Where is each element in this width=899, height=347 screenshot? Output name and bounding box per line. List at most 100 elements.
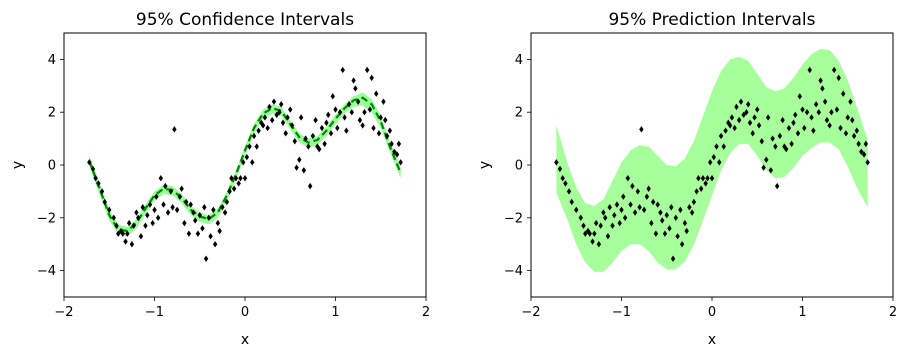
data-point (138, 233, 144, 240)
x-axis-title: x (708, 332, 716, 347)
data-point (145, 211, 150, 219)
data-point (262, 114, 268, 121)
data-point (297, 156, 302, 163)
data-point (233, 175, 239, 182)
data-point (335, 124, 340, 132)
data-point (856, 140, 861, 148)
data-point (398, 159, 403, 166)
data-point (734, 103, 739, 111)
data-point (165, 209, 171, 216)
data-point (383, 116, 388, 124)
y-tick-label: 4 (48, 53, 56, 68)
data-point (679, 241, 685, 248)
data-point (340, 66, 345, 74)
panel-title: 95% Prediction Intervals (608, 10, 815, 30)
data-point (236, 180, 241, 187)
data-point (355, 98, 361, 105)
data-point (301, 167, 307, 174)
data-point (265, 124, 270, 132)
y-tick-label: 0 (48, 159, 56, 174)
data-point (770, 135, 775, 142)
data-point (612, 211, 617, 219)
data-point (154, 193, 159, 200)
x-tick-label: 2 (889, 305, 897, 320)
data-point (310, 132, 316, 140)
data-point (816, 109, 821, 116)
data-point (741, 111, 746, 119)
x-tick-label: 1 (331, 305, 339, 320)
data-point (319, 124, 325, 132)
data-point (307, 182, 313, 190)
data-point (649, 219, 654, 227)
data-point (114, 222, 119, 229)
data-point (292, 138, 297, 145)
data-point (727, 122, 733, 129)
x-tick-label: 2 (422, 305, 430, 320)
data-point (569, 198, 574, 206)
y-tick-label: 4 (515, 53, 523, 68)
data-point (333, 106, 338, 113)
y-tick-label: 2 (515, 106, 523, 121)
y-axis-title: y (477, 161, 493, 169)
data-point (700, 175, 706, 182)
data-point (694, 188, 699, 195)
data-point (107, 206, 112, 214)
y-tick-label: 0 (515, 159, 523, 174)
data-point (247, 143, 252, 150)
data-point (848, 98, 853, 105)
data-point (696, 175, 701, 182)
data-point (360, 122, 365, 129)
data-point (709, 175, 715, 182)
data-point (574, 206, 579, 214)
data-point (183, 198, 189, 206)
data-point (793, 111, 798, 119)
data-point (824, 116, 830, 124)
data-point (87, 159, 92, 166)
data-point (717, 159, 722, 166)
data-point (673, 214, 678, 221)
data-point (191, 209, 196, 216)
data-point (554, 159, 559, 166)
data-point (313, 116, 318, 124)
data-point (738, 98, 744, 105)
prediction-interval-panel: 95% Prediction Intervals x y −2 −1 0 1 2 −4 −2… (477, 10, 897, 347)
data-point (637, 204, 642, 211)
data-point (578, 214, 583, 221)
data-point (795, 130, 801, 137)
data-point (682, 219, 688, 227)
data-point (818, 77, 823, 84)
data-point (843, 130, 849, 137)
data-point (260, 122, 266, 129)
prediction-band (556, 48, 868, 272)
data-point (732, 124, 737, 132)
data-point (283, 130, 288, 137)
data-point (208, 233, 213, 240)
data-point (630, 182, 635, 190)
data-point (346, 101, 352, 108)
data-point (750, 130, 755, 137)
data-point (337, 109, 343, 116)
data-point (851, 132, 857, 140)
data-point (357, 116, 363, 124)
data-point (174, 206, 180, 214)
data-point (581, 222, 586, 229)
data-point (188, 201, 193, 208)
data-point (238, 175, 243, 182)
data-point (660, 217, 665, 224)
data-point (147, 201, 153, 208)
data-point (786, 124, 792, 132)
data-point (279, 101, 284, 108)
data-point (285, 114, 290, 121)
data-point (342, 114, 347, 121)
data-point (675, 233, 680, 240)
data-point (224, 198, 230, 206)
data-point (632, 209, 638, 216)
data-point (644, 193, 650, 200)
data-point (143, 222, 148, 229)
data-point (729, 114, 735, 121)
panel-title: 95% Confidence Intervals (136, 10, 354, 30)
data-point (274, 111, 279, 119)
data-point (240, 159, 246, 166)
data-point (583, 230, 588, 237)
